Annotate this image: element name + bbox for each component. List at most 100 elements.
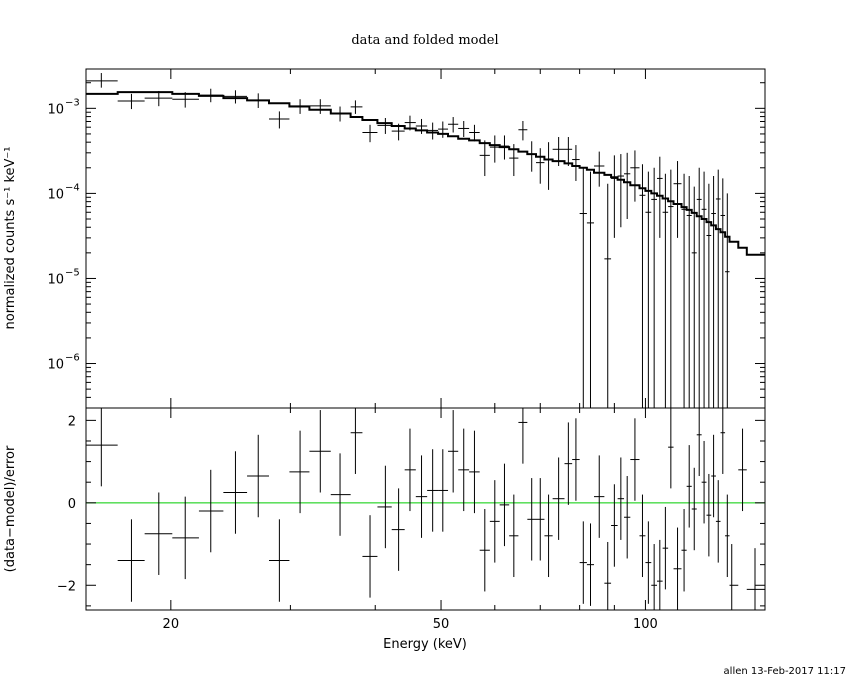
- top-y-tick-label: 10: [47, 102, 64, 117]
- data-point: [117, 93, 145, 110]
- residual-point: [391, 488, 405, 571]
- x-axis-label: Energy (keV): [383, 637, 467, 652]
- data-point: [458, 120, 470, 138]
- data-point: [223, 90, 248, 104]
- data-point: [509, 144, 519, 177]
- data-point: [572, 145, 580, 181]
- residual-point: [711, 434, 716, 518]
- data-point: [438, 121, 449, 138]
- residual-point: [651, 544, 657, 610]
- footer-stamp: allen 13-Feb-2017 11:17: [724, 666, 846, 677]
- data-point: [720, 178, 726, 408]
- residual-point: [268, 519, 290, 602]
- data-point: [691, 186, 697, 408]
- data-point: [681, 173, 687, 408]
- top-y-tick-exponent: −5: [65, 267, 80, 278]
- top-axis-ticks: [86, 69, 765, 409]
- residual-point: [656, 539, 663, 610]
- residual-point: [673, 527, 682, 610]
- data-point: [350, 100, 363, 114]
- data-point: [247, 93, 269, 108]
- residual-point: [691, 467, 697, 551]
- model-series: [86, 91, 765, 256]
- data-point: [656, 156, 663, 238]
- data-point: [469, 124, 480, 142]
- data-point: [564, 137, 573, 166]
- data-point: [544, 142, 553, 190]
- residual-point: [448, 410, 459, 493]
- data-series: [86, 73, 730, 408]
- residual-point: [144, 492, 173, 575]
- data-point: [586, 171, 595, 408]
- data-point: [645, 171, 652, 408]
- data-point: [711, 176, 716, 408]
- residual-point: [746, 548, 765, 610]
- data-point: [268, 111, 290, 129]
- residual-point: [639, 494, 646, 578]
- data-point: [579, 167, 587, 408]
- data-point: [701, 171, 707, 408]
- data-point: [289, 99, 310, 114]
- data-point: [536, 148, 545, 184]
- data-point: [427, 122, 439, 140]
- bottom-y-tick-label: −2: [57, 579, 76, 594]
- data-point: [706, 183, 712, 408]
- residual-series: [86, 408, 765, 610]
- model-step-line: [86, 91, 765, 256]
- residual-point: [725, 494, 730, 578]
- chart-title: data and folded model: [351, 33, 498, 48]
- residual-panel: 20−2 20 50 100 (data−model)/error Energy (…: [3, 407, 766, 652]
- residual-point: [617, 457, 625, 540]
- spectrum-panel: 10−310−410−510−6 normalized counts s⁻¹ k…: [3, 68, 766, 409]
- data-point: [479, 140, 490, 177]
- residual-point: [662, 506, 669, 590]
- top-y-tick-exponent: −3: [65, 97, 80, 108]
- top-y-tick-exponent: −6: [65, 353, 80, 364]
- residual-point: [564, 422, 573, 505]
- data-point: [527, 141, 537, 172]
- residual-point: [729, 544, 739, 610]
- residual-point: [668, 408, 674, 489]
- residual-point: [499, 463, 510, 547]
- residual-point: [738, 428, 747, 512]
- data-point: [668, 169, 674, 408]
- bottom-y-tick-labels: 2 0 −2: [57, 414, 76, 594]
- x-tick-label: 50: [433, 617, 450, 632]
- residual-point: [198, 469, 224, 553]
- residual-point: [330, 453, 351, 536]
- residual-point: [415, 455, 428, 538]
- data-point: [630, 150, 640, 202]
- residual-point: [630, 418, 640, 501]
- data-point: [611, 155, 618, 238]
- residual-point: [604, 541, 612, 610]
- data-point: [330, 106, 351, 122]
- data-point: [377, 117, 392, 134]
- top-y-tick-label: 10: [47, 187, 64, 202]
- residual-point: [586, 523, 595, 606]
- residual-point: [552, 457, 565, 540]
- residual-point: [509, 494, 519, 578]
- residual-point: [544, 494, 553, 578]
- data-point: [499, 135, 510, 160]
- residual-point: [223, 451, 248, 534]
- data-point: [715, 169, 721, 408]
- residual-point: [172, 496, 199, 580]
- residual-point: [289, 430, 310, 514]
- bottom-axis-ticks: [86, 408, 765, 610]
- data-point: [725, 193, 730, 408]
- residual-point: [706, 473, 712, 557]
- data-point: [686, 176, 692, 408]
- data-point: [362, 124, 378, 143]
- data-point: [594, 151, 605, 187]
- residual-point: [458, 428, 470, 512]
- data-point: [391, 123, 405, 141]
- data-point: [552, 137, 565, 166]
- data-point: [144, 90, 173, 107]
- residual-point: [594, 455, 605, 538]
- data-point: [172, 92, 199, 108]
- data-point: [617, 154, 625, 228]
- x-tick-label: 100: [633, 617, 658, 632]
- residual-point: [686, 445, 692, 528]
- data-point: [696, 167, 702, 408]
- residual-point: [527, 478, 537, 561]
